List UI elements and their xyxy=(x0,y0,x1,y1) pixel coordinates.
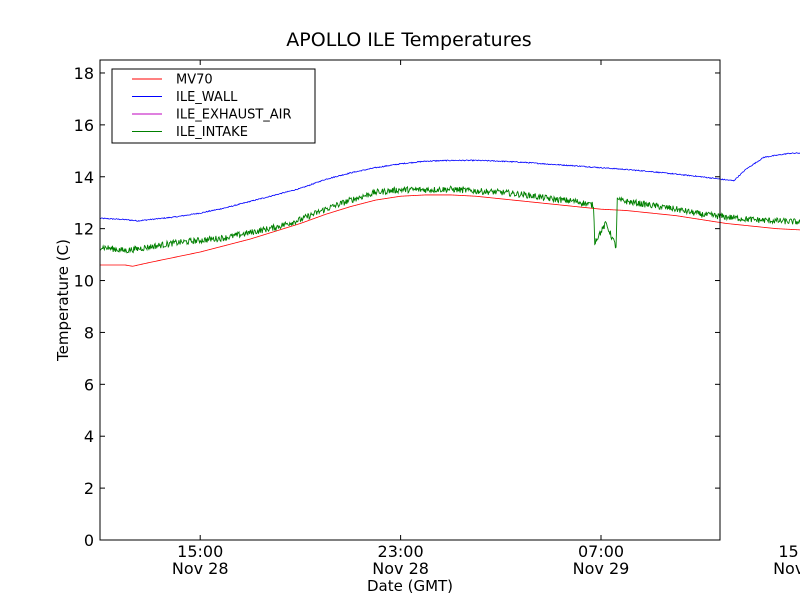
series-line-ile-wall xyxy=(99,152,800,222)
x-tick-time-label: 23:00 xyxy=(378,542,424,561)
y-tick-label: 16 xyxy=(74,116,94,135)
y-tick-label: 0 xyxy=(84,531,94,550)
y-tick-label: 14 xyxy=(74,168,94,187)
x-tick-time-label: 15:00 xyxy=(177,542,223,561)
chart-title: APOLLO ILE Temperatures xyxy=(286,29,531,51)
x-tick-date-label: Nov 29 xyxy=(573,559,630,578)
y-tick-label: 10 xyxy=(74,272,94,291)
y-tick-label: 6 xyxy=(84,375,94,394)
y-tick-label: 18 xyxy=(74,64,94,83)
legend-label: MV70 xyxy=(176,73,213,88)
legend-label: ILE_INTAKE xyxy=(176,125,248,140)
x-tick-date-label: Nov 29 xyxy=(773,559,800,578)
legend-entries: MV70 ILE_WALL ILE_EXHAUST_AIR ILE_INTAKE xyxy=(132,73,292,140)
y-tick-label: 8 xyxy=(84,323,94,342)
y-tick-label: 4 xyxy=(84,427,94,446)
x-tick-date-label: Nov 28 xyxy=(172,559,229,578)
x-axis-label: Date (GMT) xyxy=(367,577,453,595)
legend-label: ILE_EXHAUST_AIR xyxy=(176,108,292,123)
legend: MV70 ILE_WALL ILE_EXHAUST_AIR ILE_INTAKE xyxy=(111,68,316,144)
x-tick-date-label: Nov 28 xyxy=(372,559,429,578)
legend-box xyxy=(111,68,316,144)
y-tick-label: 2 xyxy=(84,479,94,498)
x-tick-time-label: 07:00 xyxy=(578,542,624,561)
y-axis-label: Temperature (C) xyxy=(54,239,72,362)
y-tick-label: 12 xyxy=(74,220,94,239)
x-tick-time-label: 15:00 xyxy=(778,542,800,561)
plot-frame xyxy=(99,59,721,541)
legend-label: ILE_WALL xyxy=(176,90,238,105)
series-line-mv70 xyxy=(100,194,800,267)
series-layer xyxy=(99,152,800,267)
series-line-ile-intake xyxy=(99,185,800,254)
